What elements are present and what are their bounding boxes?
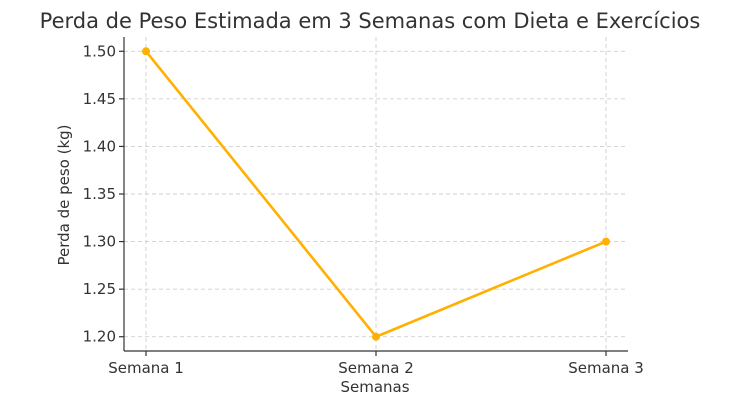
y-tick-labels: 1.20 1.25 1.30 1.35 1.40 1.45 1.50 — [83, 42, 116, 345]
x-tick-label: Semana 3 — [568, 359, 644, 377]
data-point — [142, 47, 150, 56]
y-tick-label: 1.30 — [83, 233, 116, 251]
data-point — [602, 237, 610, 246]
grid — [124, 37, 628, 351]
series-line — [142, 47, 610, 341]
y-tick-label: 1.45 — [83, 90, 116, 108]
y-tick-label: 1.20 — [83, 328, 116, 346]
data-point — [372, 332, 380, 341]
x-tick-label: Semana 1 — [108, 359, 184, 377]
y-tick-label: 1.40 — [83, 137, 116, 155]
axes — [119, 37, 628, 356]
chart-title: Perda de Peso Estimada em 3 Semanas com … — [40, 9, 701, 33]
x-tick-label: Semana 2 — [338, 359, 414, 377]
x-tick-labels: Semana 1 Semana 2 Semana 3 — [108, 359, 644, 377]
x-axis-label: Semanas — [340, 378, 409, 396]
y-tick-label: 1.25 — [83, 280, 116, 298]
y-axis-label: Perda de peso (kg) — [55, 124, 73, 265]
y-tick-label: 1.35 — [83, 185, 116, 203]
y-tick-label: 1.50 — [83, 42, 116, 60]
